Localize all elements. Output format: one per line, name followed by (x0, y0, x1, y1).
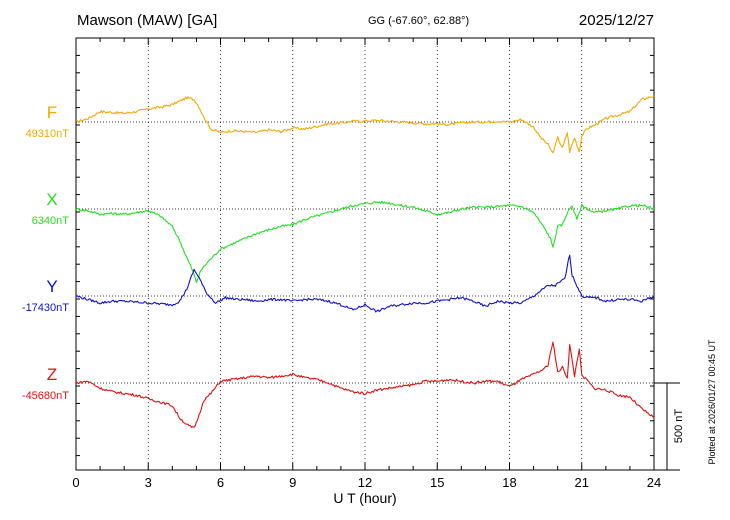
label-layer: F 49310nT X 6340nT Y -17430nT Z -45680nT (22, 103, 69, 402)
series-name-Y: Y (46, 277, 57, 296)
series-line-Y (75, 254, 655, 313)
series-line-F (75, 95, 655, 154)
baseline-label-F: 49310nT (26, 128, 70, 140)
x-tick-label: 9 (289, 475, 296, 490)
x-tick-label: 18 (502, 475, 516, 490)
x-tick-label: 0 (72, 475, 79, 490)
series-name-F: F (47, 103, 57, 122)
grid-layer (76, 38, 654, 470)
baseline-label-X: 6340nT (32, 215, 70, 227)
series-line-X (75, 200, 655, 283)
x-tick-label: 21 (575, 475, 589, 490)
series-name-X: X (46, 190, 57, 209)
x-tick-label: 24 (647, 475, 661, 490)
station-title: Mawson (MAW) [GA] (77, 12, 217, 29)
x-tick-label: 12 (358, 475, 372, 490)
baseline-label-Z: -45680nT (22, 390, 69, 402)
date-label: 2025/12/27 (579, 12, 654, 29)
plotted-at-note: Plotted at 2026/01/27 00:45 UT (707, 339, 717, 465)
x-tick-label: 15 (430, 475, 444, 490)
series-line-Z (75, 341, 655, 428)
x-tick-label: 3 (145, 475, 152, 490)
x-tick-label: 6 (217, 475, 224, 490)
scale-bar-label: 500 nT (673, 409, 685, 444)
coordinates-label: GG (-67.60°, 62.88°) (368, 15, 469, 27)
scale-bar: 500 nT (654, 382, 685, 471)
series-name-Z: Z (47, 365, 57, 384)
x-axis-title: U T (hour) (333, 490, 396, 506)
series-layer (75, 95, 655, 428)
tick-layer: 0 3 6 9 12 15 18 21 24 (72, 38, 661, 490)
baseline-label-Y: -17430nT (22, 302, 69, 314)
